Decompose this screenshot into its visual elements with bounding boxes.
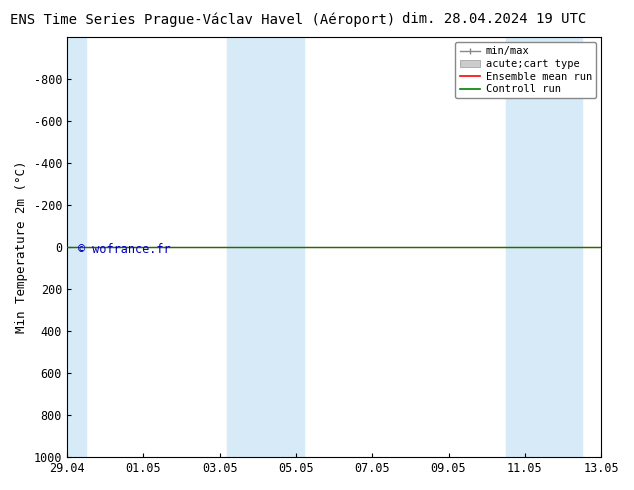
Text: dim. 28.04.2024 19 UTC: dim. 28.04.2024 19 UTC — [403, 12, 586, 26]
Y-axis label: Min Temperature 2m (°C): Min Temperature 2m (°C) — [15, 161, 28, 333]
Bar — [506, 37, 582, 457]
Legend: min/max, acute;cart type, Ensemble mean run, Controll run: min/max, acute;cart type, Ensemble mean … — [455, 42, 596, 98]
Bar — [227, 37, 304, 457]
Text: © wofrance.fr: © wofrance.fr — [77, 243, 170, 256]
Bar — [67, 37, 86, 457]
Text: ENS Time Series Prague-Václav Havel (Aéroport): ENS Time Series Prague-Václav Havel (Aér… — [10, 12, 396, 27]
